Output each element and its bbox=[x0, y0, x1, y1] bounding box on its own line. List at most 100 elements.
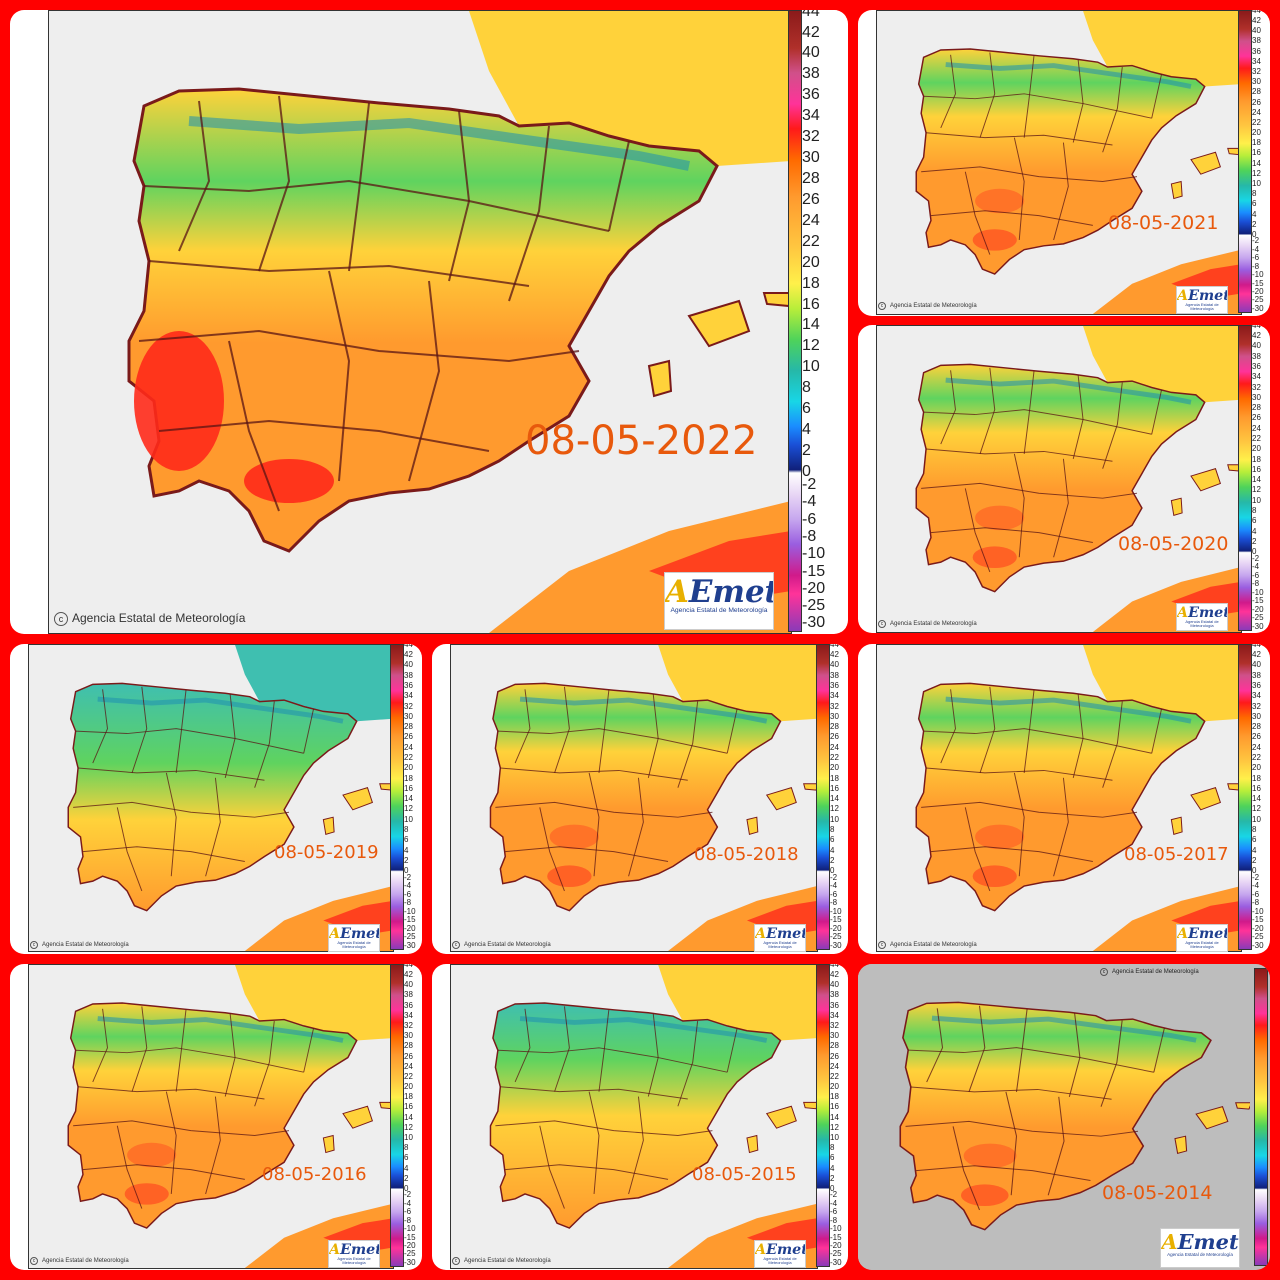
legend-tick-label: -15 bbox=[1252, 596, 1264, 606]
northern-mountain-band bbox=[945, 62, 1192, 89]
province-border bbox=[1151, 74, 1163, 119]
province-border bbox=[1102, 701, 1123, 788]
legend-tick-label: -20 bbox=[802, 579, 826, 597]
legend-tick-label: -15 bbox=[404, 915, 416, 925]
ibiza-island bbox=[647, 359, 673, 398]
aemet-logo-text: AEmet bbox=[1177, 926, 1228, 943]
date-label: 08-05-2018 bbox=[694, 844, 799, 865]
province-border bbox=[254, 701, 275, 788]
province-border bbox=[495, 801, 713, 818]
province-border bbox=[598, 690, 610, 773]
legend-tick-label: -15 bbox=[1252, 278, 1264, 288]
map-panel-2015: 44 42 40 38 36 34 32 30 28 26 24 22 20 18 16 14 12 10 8 6 4 2… bbox=[432, 964, 848, 1270]
legend-tick-label: 38 bbox=[830, 670, 839, 680]
iberian-peninsula bbox=[489, 682, 782, 912]
legend-tick-label: 20 bbox=[1252, 763, 1261, 773]
france-landmass bbox=[235, 965, 393, 1041]
legend-tick-label: 16 bbox=[830, 783, 839, 793]
legend-tick-label: 40 bbox=[830, 660, 839, 670]
legend-tick-label: 10 bbox=[1252, 495, 1261, 505]
aemet-logo-text: AEmet bbox=[1177, 605, 1228, 622]
legend-tick-label: 22 bbox=[830, 753, 839, 763]
legend-tick-label: 18 bbox=[404, 773, 413, 783]
province-border bbox=[1151, 708, 1163, 754]
aemet-logo: AEmet Agencia Estatal de Meteorología bbox=[754, 1240, 806, 1268]
legend-tick-label: 4 bbox=[830, 1163, 835, 1173]
legend-tick-label: 26 bbox=[1252, 97, 1261, 107]
northern-mountain-band bbox=[97, 696, 344, 724]
legend-tick-label: -2 bbox=[1252, 553, 1260, 563]
legend-tick-label: 30 bbox=[404, 711, 413, 721]
aemet-logo-text: AEmet bbox=[755, 926, 806, 943]
aemet-logo-subtitle: Agencia Estatal de Meteorología bbox=[337, 1256, 371, 1266]
province-border bbox=[505, 846, 669, 862]
france-landmass bbox=[1083, 11, 1241, 87]
legend-tick-label: 10 bbox=[404, 1133, 413, 1143]
legend-tick-label: 0 bbox=[830, 866, 835, 876]
legend-tick-label: -2 bbox=[404, 872, 412, 882]
mallorca-island bbox=[687, 299, 751, 348]
credit-text: c Agencia Estatal de Meteorología bbox=[30, 941, 129, 949]
legend-tick-label: -2 bbox=[1252, 236, 1260, 246]
legend-tick-label: 14 bbox=[1252, 475, 1261, 485]
legend-tick-label: 20 bbox=[1252, 444, 1261, 454]
aemet-logo: AEmet Agencia Estatal de Meteorología bbox=[754, 924, 806, 952]
map-panel-2018: 44 42 40 38 36 34 32 30 28 26 24 22 20 18 16 14 12 10 8 6 4 2… bbox=[432, 644, 848, 954]
legend-tick-label: 20 bbox=[830, 763, 839, 773]
legend-tick-label: -20 bbox=[830, 1240, 842, 1250]
copyright-icon: c bbox=[30, 941, 38, 949]
province-border bbox=[1153, 1027, 1165, 1073]
legend-tick-label: 32 bbox=[830, 1020, 839, 1030]
legend-tick-label: -2 bbox=[830, 872, 838, 882]
legend-tick-label: 4 bbox=[1252, 526, 1257, 536]
iberian-peninsula bbox=[67, 1002, 358, 1229]
province-border bbox=[554, 686, 570, 774]
menorca-island bbox=[762, 292, 791, 308]
legend-tick-label: 14 bbox=[404, 794, 413, 804]
province-border bbox=[916, 1165, 1091, 1181]
legend-tick-label: 38 bbox=[1252, 36, 1261, 46]
province-border bbox=[923, 93, 1152, 119]
mallorca-island bbox=[1195, 1106, 1229, 1130]
legend-tick-label: 44 bbox=[830, 644, 839, 649]
province-border bbox=[148, 260, 530, 287]
legend-tick-label: -4 bbox=[404, 1198, 412, 1208]
legend-tick-label: 38 bbox=[404, 990, 413, 1000]
legend-tick-label: 2 bbox=[830, 1173, 835, 1183]
legend-tick-label: -25 bbox=[1252, 295, 1264, 305]
province-border bbox=[158, 419, 490, 452]
legend-tick-label: 18 bbox=[1252, 773, 1261, 783]
legend-tick-label: -20 bbox=[404, 1240, 416, 1250]
date-label: 08-05-2020 bbox=[1118, 533, 1229, 555]
southwest-hotspot bbox=[549, 824, 599, 850]
province-border bbox=[1053, 458, 1069, 558]
province-border bbox=[921, 482, 1138, 499]
temperature-legend: 44 42 40 38 36 34 32 30 28 26 24 22 20 18 16 14 12 10 8 6 4 2… bbox=[816, 644, 846, 950]
province-border bbox=[952, 1126, 981, 1211]
province-border bbox=[497, 1047, 728, 1073]
aemet-logo: AEmet Agencia Estatal de Meteorología bbox=[328, 1240, 380, 1268]
france-landmass bbox=[469, 11, 791, 166]
legend-tick-label: -2 bbox=[1252, 872, 1260, 882]
temperature-legend: 44 42 40 38 36 34 32 30 28 26 24 22 20 18 16 14 12 10 8 6 4 2… bbox=[1238, 325, 1268, 631]
legend-tick-label: 16 bbox=[1252, 783, 1261, 793]
legend-tick-label: -8 bbox=[1252, 579, 1260, 589]
southwest-hotspot bbox=[975, 188, 1025, 214]
iberia-map-svg bbox=[915, 11, 1241, 314]
legend-tick-label: 22 bbox=[1252, 753, 1261, 763]
temperature-map bbox=[28, 964, 394, 1269]
province-border bbox=[1005, 1091, 1018, 1196]
province-border bbox=[921, 166, 1138, 182]
legend-tick-label: 10 bbox=[830, 814, 839, 824]
legend-tick-label: 34 bbox=[404, 1010, 413, 1020]
province-border bbox=[175, 690, 187, 773]
province-border bbox=[303, 1028, 315, 1073]
legend-tick-label: 24 bbox=[830, 742, 839, 752]
legend-tick-label: 0 bbox=[404, 866, 409, 876]
province-border bbox=[408, 280, 441, 482]
legend-tick-label: -6 bbox=[1252, 570, 1260, 580]
province-border bbox=[514, 689, 531, 764]
mallorca-island bbox=[1190, 787, 1222, 811]
province-border bbox=[923, 409, 1152, 435]
legend-tick-label: 20 bbox=[1252, 128, 1261, 138]
